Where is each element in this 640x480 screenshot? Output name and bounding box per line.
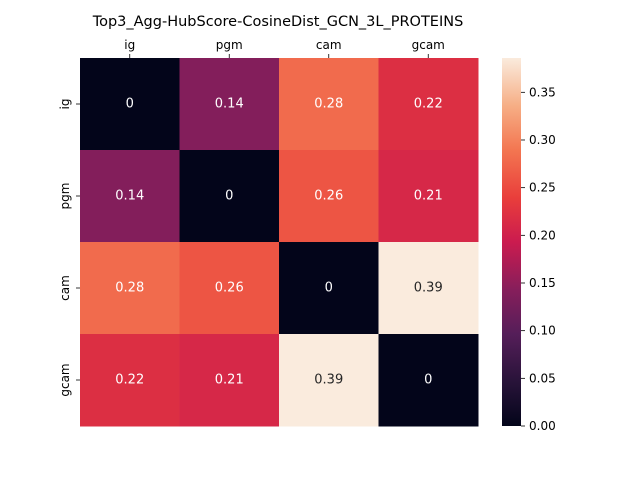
- heatmap-cell: [279, 58, 379, 151]
- cell-value-label: 0.22: [414, 97, 443, 112]
- cell-value-label: 0: [325, 281, 333, 296]
- x-tick-label: pgm: [216, 38, 243, 52]
- x-tick-label: cam: [316, 38, 342, 52]
- cell-value-label: 0.21: [215, 373, 244, 388]
- cell-value-label: 0.14: [215, 97, 244, 112]
- heatmap-cell: [80, 334, 180, 427]
- y-tick-label: ig: [58, 99, 72, 110]
- heatmap-cell: [279, 242, 379, 335]
- heatmap-cell: [378, 150, 479, 243]
- cell-value-label: 0: [225, 189, 233, 204]
- heatmap-cell: [279, 150, 379, 243]
- heatmap-cell: [378, 58, 479, 151]
- heatmap-cell: [80, 242, 180, 335]
- heatmap-cell: [80, 150, 180, 243]
- cell-value-label: 0.39: [314, 373, 343, 388]
- colorbar-tick-label: 0.25: [529, 181, 556, 195]
- cell-value-label: 0.39: [414, 281, 443, 296]
- cell-value-label: 0.28: [115, 281, 144, 296]
- heatmap-cell: [179, 150, 280, 243]
- cell-value-label: 0.26: [215, 281, 244, 296]
- y-tick-label: gcam: [58, 363, 72, 396]
- heatmap-cell: [378, 334, 479, 427]
- colorbar-tick-label: 0.10: [529, 324, 556, 338]
- cell-value-label: 0.22: [115, 373, 144, 388]
- x-tick-label: ig: [124, 38, 135, 52]
- colorbar-ticks: 0.00 0.05 0.10 0.15 0.20 0.25 0.30 0.35: [521, 85, 556, 433]
- cell-value-label: 0.28: [314, 97, 343, 112]
- colorbar-tick-label: 0.20: [529, 228, 556, 242]
- cell-value-label: 0: [126, 97, 134, 112]
- y-tick-label: pgm: [58, 183, 72, 210]
- heatmap-cell: [179, 334, 280, 427]
- heatmap-cells: [80, 58, 479, 427]
- heatmap-cell-labels: 0 0.14 0.28 0.22 0.14 0 0.26 0.21 0.28 0.26 0 0.39 0…: [115, 97, 442, 388]
- heatmap-cell: [179, 242, 280, 335]
- x-axis-ticks: ig pgm cam gcam: [124, 38, 445, 58]
- colorbar-tick-label: 0.30: [529, 133, 556, 147]
- y-tick-label: cam: [58, 275, 72, 301]
- heatmap-cell: [80, 58, 180, 151]
- y-axis-ticks: ig pgm cam gcam: [58, 99, 80, 397]
- heatmap-cell: [279, 334, 379, 427]
- colorbar-tick-label: 0.00: [529, 419, 556, 433]
- colorbar: [502, 58, 521, 426]
- cell-value-label: 0.21: [414, 189, 443, 204]
- colorbar-tick-label: 0.35: [529, 85, 556, 99]
- colorbar-tick-label: 0.15: [529, 276, 556, 290]
- heatmap-cell: [378, 242, 479, 335]
- cell-value-label: 0.26: [314, 189, 343, 204]
- x-tick-label: gcam: [412, 38, 445, 52]
- heatmap-cell: [179, 58, 280, 151]
- chart-title: Top3_Agg-HubScore-CosineDist_GCN_3L_PROT…: [92, 14, 464, 30]
- cell-value-label: 0: [424, 373, 432, 388]
- cell-value-label: 0.14: [115, 189, 144, 204]
- colorbar-tick-label: 0.05: [529, 371, 556, 385]
